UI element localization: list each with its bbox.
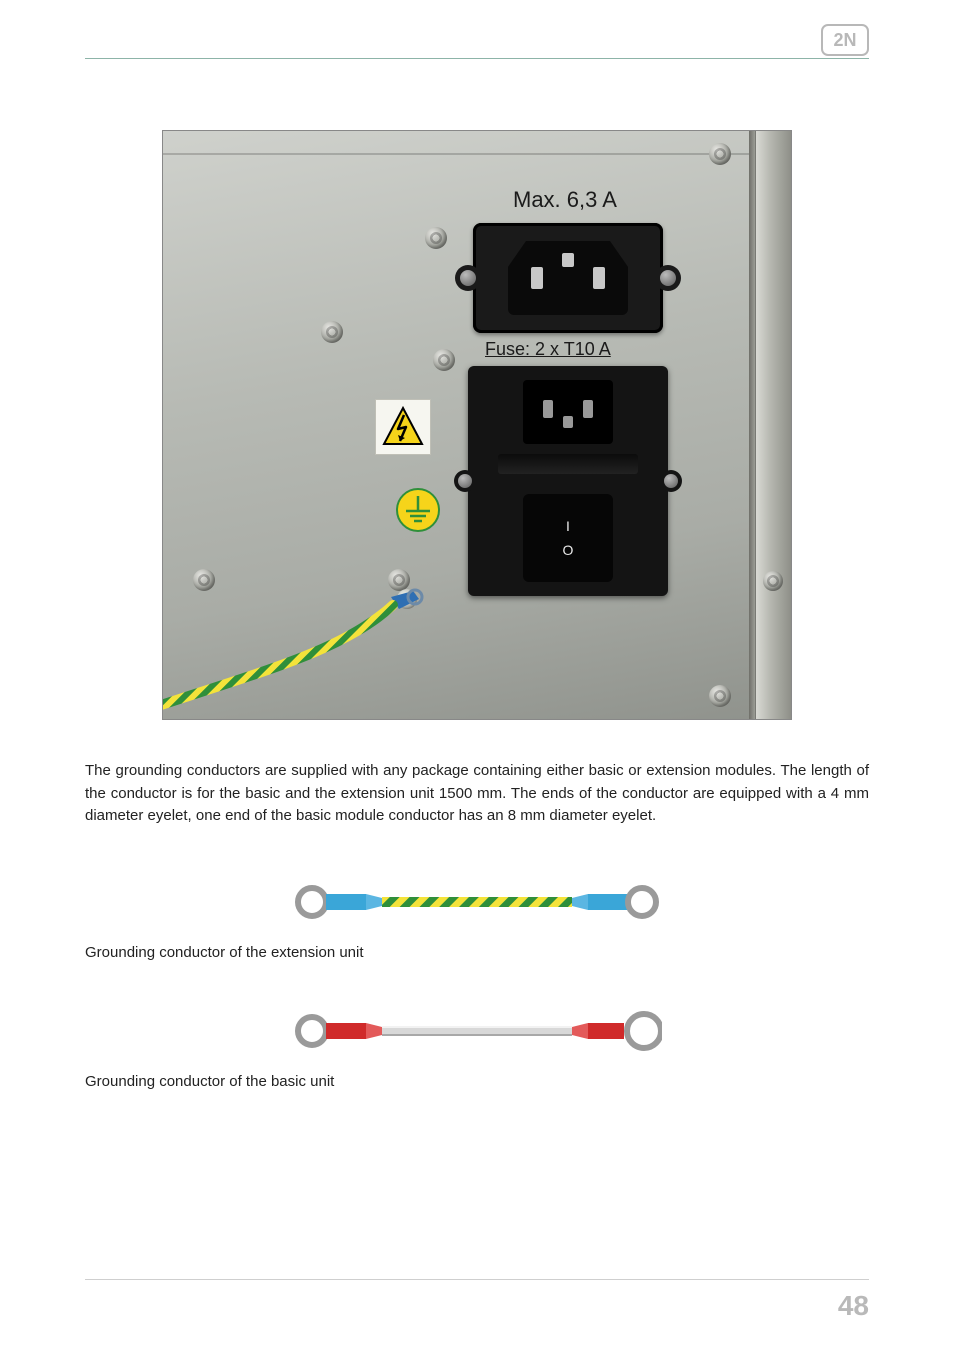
header-rule xyxy=(85,58,869,59)
figure-basic-conductor xyxy=(85,1005,869,1057)
page-number: 48 xyxy=(838,1290,869,1322)
power-inlet-module: I O xyxy=(468,366,668,596)
figure-extension-conductor xyxy=(85,876,869,928)
ground-symbol-icon xyxy=(395,487,441,533)
device-back-photo: Max. 6,3 A Fuse: 2 x T10 A xyxy=(162,130,792,720)
content-area: Max. 6,3 A Fuse: 2 x T10 A xyxy=(85,130,869,1090)
iec-outlet xyxy=(473,223,663,333)
chassis-side xyxy=(755,131,791,719)
page: 2N Max. 6,3 A xyxy=(0,0,954,1350)
grounding-description-paragraph: The grounding conductors are supplied wi… xyxy=(85,760,869,828)
screw xyxy=(709,685,731,707)
screw xyxy=(425,227,447,249)
power-switch: I O xyxy=(523,494,613,582)
label-fuse: Fuse: 2 x T10 A xyxy=(485,339,611,360)
photo-wrapper: Max. 6,3 A Fuse: 2 x T10 A xyxy=(85,130,869,720)
fuse-drawer xyxy=(498,454,638,474)
outlet-pin xyxy=(531,267,543,289)
screw xyxy=(763,571,783,591)
top-rail xyxy=(163,153,749,155)
screw xyxy=(709,143,731,165)
caption-basic-conductor: Grounding conductor of the basic unit xyxy=(85,1073,869,1090)
screw xyxy=(321,321,343,343)
switch-mark-off: O xyxy=(563,543,574,557)
chassis-edge xyxy=(749,131,755,719)
label-max-current: Max. 6,3 A xyxy=(513,187,617,213)
outlet-ground-pin xyxy=(562,253,574,267)
page-header: 2N xyxy=(85,22,869,58)
inlet-plug xyxy=(523,380,613,444)
inlet-pin xyxy=(583,400,593,418)
outlet-pin xyxy=(593,267,605,289)
screw xyxy=(433,349,455,371)
mounting-ear xyxy=(660,470,682,492)
inlet-pin xyxy=(543,400,553,418)
footer-rule xyxy=(85,1279,869,1280)
caption-extension-conductor: Grounding conductor of the extension uni… xyxy=(85,944,869,961)
brand-logo: 2N xyxy=(821,24,869,56)
mounting-ear xyxy=(655,265,681,291)
mounting-ear xyxy=(455,265,481,291)
high-voltage-warning-icon xyxy=(375,399,431,455)
ground-wire xyxy=(163,561,443,720)
brand-logo-text: 2N xyxy=(833,30,856,50)
mounting-ear xyxy=(454,470,476,492)
switch-mark-on: I xyxy=(566,519,570,533)
inlet-ground-pin xyxy=(563,416,573,428)
